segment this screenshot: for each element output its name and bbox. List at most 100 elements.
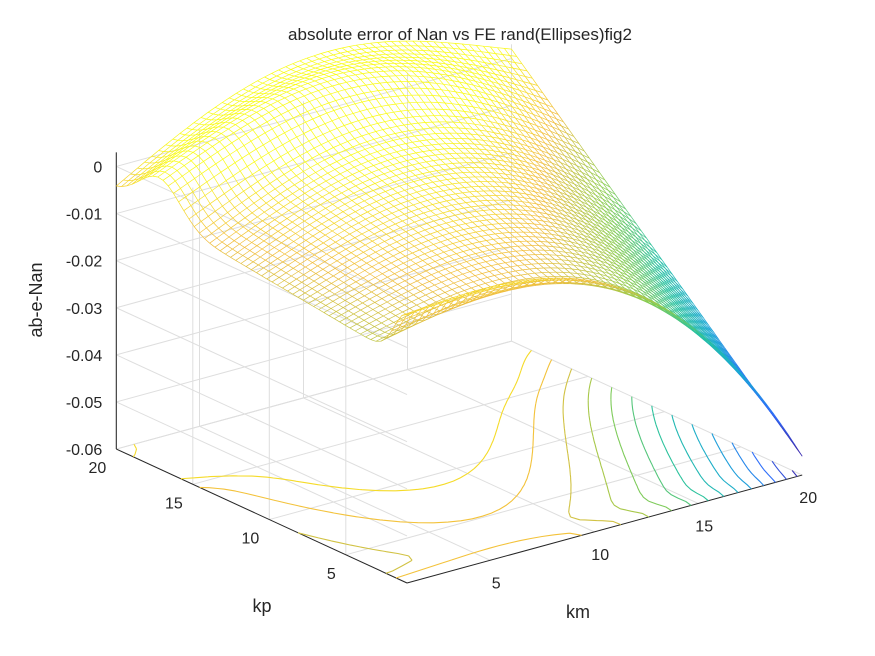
- mesh-segment: [306, 184, 313, 190]
- mesh-segment: [367, 211, 373, 217]
- mesh-segment: [485, 114, 491, 122]
- mesh-segment: [274, 93, 280, 96]
- mesh-segment: [427, 88, 433, 96]
- mesh-segment: [569, 162, 576, 170]
- mesh-segment: [317, 61, 325, 65]
- mesh-segment: [449, 56, 457, 59]
- mesh-segment: [389, 151, 397, 155]
- mesh-segment: [277, 226, 286, 232]
- mesh-segment: [508, 165, 515, 172]
- mesh-segment: [464, 111, 472, 113]
- mesh-segment: [496, 87, 504, 90]
- mesh-segment: [452, 143, 459, 149]
- mesh-segment: [375, 155, 383, 159]
- mesh-segment: [620, 249, 628, 255]
- mesh-segment: [343, 125, 350, 133]
- mesh-segment: [511, 145, 519, 148]
- mesh-segment: [246, 207, 253, 214]
- mesh-segment: [556, 183, 563, 190]
- mesh-segment: [480, 162, 488, 164]
- mesh-segment: [553, 174, 561, 179]
- mesh-segment: [594, 220, 603, 226]
- mesh-segment: [548, 135, 557, 139]
- mesh-segment: [433, 41, 441, 43]
- mesh-segment: [534, 147, 542, 152]
- mesh-segment: [456, 132, 463, 139]
- mesh-segment: [358, 118, 366, 122]
- mesh-segment: [289, 140, 296, 149]
- mesh-segment: [205, 146, 213, 152]
- mesh-segment: [282, 101, 291, 106]
- mesh-segment: [431, 227, 438, 232]
- mesh-segment: [514, 137, 523, 141]
- mesh-segment: [518, 128, 527, 132]
- mesh-segment: [320, 172, 328, 178]
- mesh-segment: [429, 233, 436, 239]
- mesh-segment: [533, 114, 541, 118]
- mesh-segment: [582, 211, 590, 216]
- mesh-segment: [614, 209, 621, 217]
- mesh-segment: [642, 253, 648, 261]
- mesh-segment: [408, 130, 415, 137]
- mesh-segment: [489, 158, 497, 161]
- mesh-segment: [544, 143, 551, 151]
- mesh-segment: [543, 108, 550, 117]
- mesh-segment: [350, 71, 356, 76]
- mesh-segment: [576, 181, 582, 188]
- mesh-segment: [374, 205, 382, 209]
- mesh-segment: [312, 118, 319, 127]
- mesh-segment: [561, 189, 568, 196]
- mesh-segment: [436, 65, 443, 71]
- mesh-segment: [495, 195, 502, 201]
- mesh-segment: [435, 153, 443, 156]
- mesh-segment: [527, 127, 534, 135]
- mesh-segment: [380, 134, 389, 138]
- mesh-segment: [344, 122, 352, 126]
- mesh-segment: [513, 187, 520, 194]
- mesh-segment: [502, 54, 510, 56]
- mesh-segment: [549, 180, 555, 187]
- mesh-segment: [240, 166, 248, 172]
- mesh-segment: [493, 219, 500, 224]
- mesh-segment: [370, 222, 377, 227]
- mesh-segment: [204, 119, 212, 126]
- mesh-segment: [609, 249, 618, 254]
- mesh-segment: [496, 69, 505, 72]
- mesh-segment: [635, 223, 642, 232]
- mesh-segment: [426, 138, 434, 141]
- mesh-segment: [633, 238, 642, 244]
- mesh-segment: [424, 227, 433, 231]
- mesh-segment: [370, 197, 377, 202]
- mesh-segment: [299, 60, 306, 65]
- mesh-segment: [391, 119, 398, 127]
- mesh-segment: [483, 97, 490, 106]
- mesh-segment: [426, 41, 433, 47]
- mesh-segment: [392, 66, 399, 72]
- mesh-segment: [332, 85, 338, 92]
- mesh-segment: [539, 153, 546, 161]
- mesh-segment: [221, 114, 229, 120]
- mesh-segment: [621, 258, 628, 265]
- mesh-segment: [427, 176, 435, 179]
- mesh-segment: [216, 232, 225, 239]
- mesh-segment: [282, 144, 289, 153]
- mesh-segment: [495, 146, 501, 153]
- mesh-segment: [453, 97, 460, 105]
- mesh-segment: [568, 177, 575, 185]
- mesh-segment: [430, 77, 437, 84]
- mesh-segment: [255, 86, 261, 90]
- mesh-segment: [243, 140, 252, 146]
- mesh-segment: [419, 139, 427, 142]
- mesh-segment: [472, 106, 479, 114]
- mesh-segment: [437, 102, 445, 104]
- mesh-segment: [343, 59, 349, 63]
- mesh-segment: [623, 211, 632, 217]
- mesh-segment: [494, 181, 502, 183]
- mesh-segment: [327, 79, 335, 82]
- mesh-segment: [571, 213, 579, 218]
- mesh-segment: [283, 206, 290, 211]
- mesh-segment: [449, 210, 456, 216]
- mesh-segment: [403, 124, 410, 131]
- mesh-segment: [320, 53, 327, 58]
- mesh-segment: [633, 225, 642, 232]
